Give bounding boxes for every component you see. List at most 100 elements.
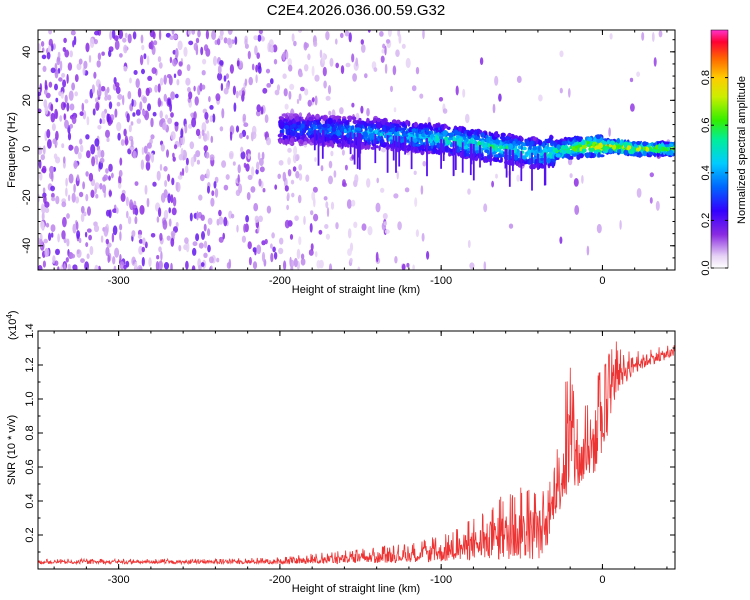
noise-speckle (75, 221, 79, 231)
noise-speckle (73, 160, 78, 170)
noise-speckle (124, 32, 128, 39)
x-tick-label: -300 (108, 574, 130, 586)
noise-speckle (109, 30, 113, 41)
noise-speckle (129, 145, 135, 151)
noise-speckle (114, 108, 118, 118)
noise-speckle (413, 170, 417, 175)
ridge-cell (616, 137, 621, 144)
noise-speckle (137, 87, 142, 98)
noise-speckle (132, 112, 136, 117)
noise-speckle (167, 173, 171, 182)
noise-speckle (216, 257, 220, 263)
noise-speckle (414, 197, 418, 208)
snr-y-multiplier: (x104) (5, 310, 19, 340)
noise-speckle (144, 241, 148, 249)
noise-speckle (63, 263, 66, 270)
noise-speckle (397, 221, 402, 231)
noise-speckle (366, 108, 370, 117)
noise-speckle (111, 172, 114, 179)
ridge-cell (335, 138, 339, 145)
noise-speckle (219, 126, 224, 132)
noise-speckle (80, 205, 85, 214)
noise-speckle (62, 79, 67, 88)
spectrogram-y-ticks: -40 -20 0 20 40 (21, 39, 675, 271)
noise-speckle (39, 238, 43, 249)
noise-speckle (156, 216, 160, 223)
ridge-cell (484, 142, 488, 145)
noise-speckle (108, 49, 112, 58)
noise-speckle (105, 246, 110, 257)
noise-speckle (167, 193, 171, 204)
ridge-cell (405, 119, 409, 125)
noise-speckle (196, 211, 199, 221)
noise-speckle (40, 41, 45, 47)
x-tick-label: -100 (430, 574, 452, 586)
noise-speckle (61, 72, 66, 78)
noise-speckle (287, 58, 293, 67)
ridge-cell (292, 122, 296, 128)
noise-speckle (210, 197, 215, 207)
noise-speckle (66, 73, 69, 84)
noise-speckle (63, 102, 67, 108)
ridge-cell (463, 151, 467, 158)
noise-speckle (64, 94, 68, 104)
ridge-cell (635, 141, 642, 145)
noise-speckle (353, 221, 358, 228)
noise-speckle (206, 168, 210, 179)
ridge-cell (304, 126, 309, 131)
noise-speckle (559, 50, 564, 58)
noise-speckle (93, 71, 97, 79)
noise-speckle (479, 57, 484, 65)
noise-speckle (285, 51, 289, 60)
ridge-cell (278, 116, 284, 120)
ridge-cell (484, 149, 490, 153)
noise-speckle (122, 95, 125, 106)
ridge-cell (336, 131, 341, 137)
noise-speckle (189, 212, 193, 222)
noise-speckle (97, 52, 102, 61)
noise-speckle (112, 225, 118, 236)
noise-speckle (139, 101, 143, 111)
noise-speckle (98, 83, 102, 94)
noise-speckle (94, 30, 100, 36)
noise-speckle (162, 219, 168, 230)
noise-speckle (274, 184, 278, 190)
y-tick-label: 1.2 (24, 357, 36, 372)
noise-speckle (173, 73, 177, 79)
ridge-cell (340, 126, 345, 134)
snr-y-ticks: 0.2 0.4 0.6 0.8 1.0 1.2 1.4 (24, 323, 675, 553)
ridge-cell (508, 143, 514, 150)
noise-speckle (67, 132, 72, 141)
noise-speckle (148, 257, 152, 267)
noise-speckle (120, 139, 125, 146)
ridge-cell (458, 125, 462, 132)
ridge-cell (440, 124, 445, 128)
noise-speckle (200, 46, 204, 56)
noise-speckle (309, 223, 313, 233)
noise-speckle (384, 63, 388, 74)
noise-speckle (158, 260, 163, 270)
noise-speckle (92, 108, 96, 116)
ridge-cell (577, 136, 582, 143)
ridge-cell (500, 157, 503, 162)
noise-speckle (97, 149, 102, 158)
noise-speckle (44, 79, 48, 90)
ridge-cell (299, 139, 304, 145)
ridge-cell (442, 130, 448, 136)
noise-speckle (86, 150, 91, 159)
y-tick-label: -40 (21, 238, 33, 254)
ridge-cell (390, 124, 395, 128)
noise-speckle (150, 233, 156, 238)
noise-speckle (171, 177, 175, 186)
noise-speckle (342, 179, 346, 187)
noise-speckle (240, 151, 246, 160)
ridge-cell (379, 139, 384, 144)
noise-speckle (172, 156, 176, 162)
ridge-cell (315, 134, 318, 141)
noise-speckle (99, 183, 103, 190)
noise-speckle (256, 104, 262, 113)
ridge-cell (411, 128, 417, 132)
ridge-cell (550, 140, 555, 145)
noise-speckle (296, 248, 301, 260)
